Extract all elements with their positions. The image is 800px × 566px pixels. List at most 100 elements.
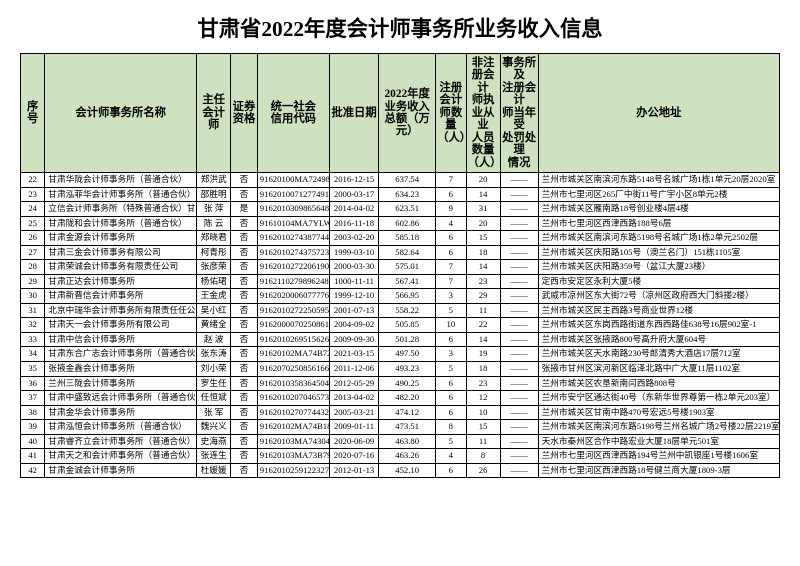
cell: 463.80	[379, 434, 436, 449]
cell: 北京中瑞华会计师事务所有限责任任公司兰州分公司	[45, 303, 197, 318]
cell: 张掖金鑫会计师事务所	[45, 361, 197, 376]
cell: ——	[500, 420, 538, 435]
cell: 9	[436, 202, 466, 217]
cell: 11	[466, 434, 500, 449]
table-row: 26甘肃金源会计师事务所郑晓君否91620102743877448X2003-0…	[21, 231, 780, 246]
cell: 张掖市甘州区滨河新区临泽北路中广大厦11层1102室	[538, 361, 779, 376]
cell: 兰州市七里河区西津西路188号6层	[538, 216, 779, 231]
table-row: 31北京中瑞华会计师事务所有限责任任公司兰州分公司吴小红否91620102722…	[21, 303, 780, 318]
cell: 兰州市城关区雁南路18号创业楼4层4楼	[538, 202, 779, 217]
cell: 558.22	[379, 303, 436, 318]
cell: 张彦荣	[197, 260, 231, 275]
cell: 立信会计师事务所（特殊普通合伙）甘肃分所	[45, 202, 197, 217]
cell: 474.12	[379, 405, 436, 420]
cell: 甘肃中信会计师事务所	[45, 332, 197, 347]
cell: ——	[500, 332, 538, 347]
col-header-7: 注册会计师数量（人）	[436, 54, 466, 173]
cell: 否	[231, 449, 258, 464]
cell: 585.18	[379, 231, 436, 246]
cell: 19	[466, 347, 500, 362]
cell: 91620103MA7430456A	[257, 434, 329, 449]
cell: ——	[500, 260, 538, 275]
cell: 33	[21, 332, 45, 347]
cell: ——	[500, 216, 538, 231]
cell: 1999-03-10	[329, 245, 378, 260]
table-header: 序号会计师事务所名称主任会计师证券资格统一社会信用代码批准日期2022年度业务收…	[21, 54, 780, 173]
table-row: 41甘肃天之和会计师事务所（普通合伙）张连生否91620103MA73B7912…	[21, 449, 780, 464]
cell: 柯青彤	[197, 245, 231, 260]
cell: 1000-11-11	[329, 274, 378, 289]
col-header-6: 2022年度业务收入总额（万元）	[379, 54, 436, 173]
cell: 602.86	[379, 216, 436, 231]
cell: 兰州市城关区甘南中路470号宏远5号楼1903室	[538, 405, 779, 420]
cell: ——	[500, 245, 538, 260]
cell: 2011-12-06	[329, 361, 378, 376]
cell: 甘肃天之和会计师事务所（普通合伙）	[45, 449, 197, 464]
cell: 7	[436, 274, 466, 289]
cell: 91610104MA7YLW79C	[257, 216, 329, 231]
cell: 张东涛	[197, 347, 231, 362]
cell: 6	[436, 405, 466, 420]
cell: 杨佑珺	[197, 274, 231, 289]
cell: 2012-05-29	[329, 376, 378, 391]
cell: 兰州市城关区南滨河东路5198号名城广场1栋2单元2502层	[538, 231, 779, 246]
cell: 否	[231, 303, 258, 318]
cell: 兰州市七里河区265厂中街11号广宇小区8单元2楼	[538, 187, 779, 202]
cell: 2012-01-13	[329, 463, 378, 478]
cell: 6	[436, 332, 466, 347]
cell: 兰州市七里河区西津西路194号兰州中凯银座1号楼1606室	[538, 449, 779, 464]
cell: 甘肃三金会计师事务有限公司	[45, 245, 197, 260]
cell: 26	[21, 231, 45, 246]
col-header-8: 非注册会计师执业从业人员数量（人）	[466, 54, 500, 173]
cell: 42	[21, 463, 45, 478]
col-header-2: 主任会计师	[197, 54, 231, 173]
table-row: 24立信会计师事务所（特殊普通合伙）甘肃分所张 萍是91620103098656…	[21, 202, 780, 217]
cell: 91620100712774915A	[257, 187, 329, 202]
cell: 邵胜明	[197, 187, 231, 202]
cell: 30	[21, 289, 45, 304]
cell: 2014-04-02	[329, 202, 378, 217]
cell: 452.10	[379, 463, 436, 478]
cell: 赵 波	[197, 332, 231, 347]
cell: ——	[500, 391, 538, 406]
cell: 91620102MA74B1842S	[257, 420, 329, 435]
cell: ——	[500, 405, 538, 420]
cell: 甘肃泓恒会计师事务所（普通合伙）	[45, 420, 197, 435]
cell: 4	[436, 216, 466, 231]
cell: 刘小荣	[197, 361, 231, 376]
cell: 15	[466, 231, 500, 246]
cell: 兰州市城关区庆阳路105号（澳兰名门）151栋1105室	[538, 245, 779, 260]
cell: 39	[21, 420, 45, 435]
cell: 41	[21, 449, 45, 464]
cell: 否	[231, 231, 258, 246]
cell: 18	[466, 361, 500, 376]
cell: 18	[466, 245, 500, 260]
cell: 15	[466, 420, 500, 435]
cell: 兰州市城关区南滨河东路5148号名城广场1栋1单元20层2020室	[538, 173, 779, 188]
cell: 否	[231, 260, 258, 275]
cell: 兰州市城关区民主西路3号商业世界12楼	[538, 303, 779, 318]
table-row: 28甘肃荣诚会计师事务有限责任公司张彦荣否9162010272206190262…	[21, 260, 780, 275]
cell: 6	[436, 187, 466, 202]
cell: 2005-03-21	[329, 405, 378, 420]
cell: 2003-02-20	[329, 231, 378, 246]
cell: 是	[231, 202, 258, 217]
table-row: 29甘肃正达会计师事务所杨佑珺否916211027989624825L1000-…	[21, 274, 780, 289]
table-body: 22甘肃华陇会计师事务所（普通合伙）郑洪武否91620100MA724981N2…	[21, 173, 780, 478]
cell: 2001-07-13	[329, 303, 378, 318]
cell: 甘肃中盛致远会计师事务所（普通合伙）	[45, 391, 197, 406]
cell: 2000-03-17	[329, 187, 378, 202]
table-row: 37甘肃中盛致远会计师事务所（普通合伙）任恒斌否9162010207046573…	[21, 391, 780, 406]
cell: 否	[231, 405, 258, 420]
cell: 916207025085616604	[257, 361, 329, 376]
cell: 575.01	[379, 260, 436, 275]
cell: 否	[231, 318, 258, 333]
cell: 2009-09-30	[329, 332, 378, 347]
cell: 916200007025086160	[257, 318, 329, 333]
cell: 否	[231, 376, 258, 391]
cell: 否	[231, 274, 258, 289]
cell: 张 军	[197, 405, 231, 420]
cell: 黄绪全	[197, 318, 231, 333]
cell: 916201027077443297	[257, 405, 329, 420]
cell: 兰州市城关区东岗西路街道东西西路佳638号16层902室-1	[538, 318, 779, 333]
